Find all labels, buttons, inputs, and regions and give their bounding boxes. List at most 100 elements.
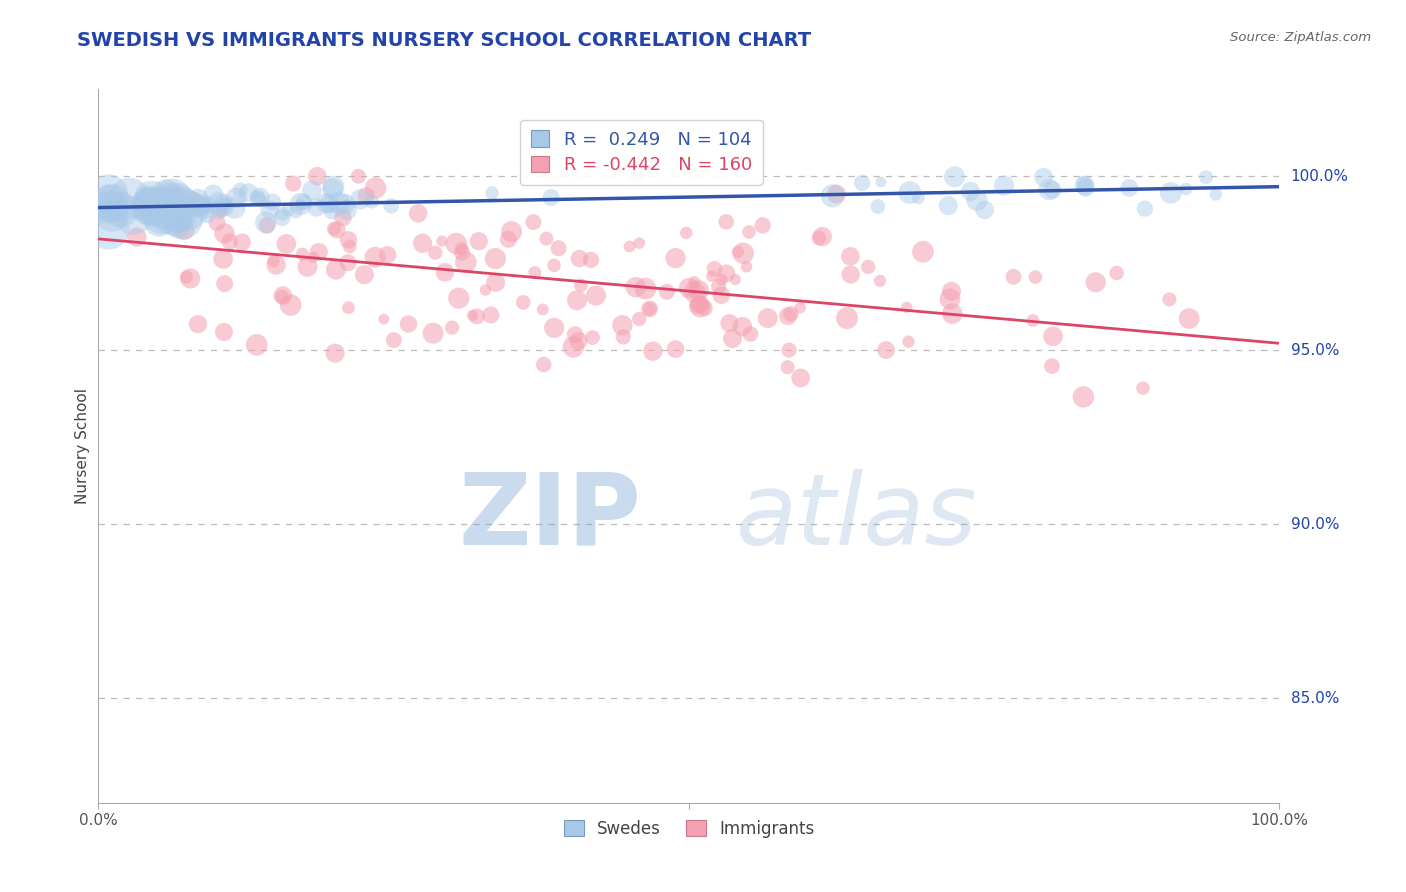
Point — [212, 196, 235, 211]
Point — [675, 226, 697, 240]
Point — [896, 301, 918, 315]
Point — [624, 280, 647, 294]
Point — [364, 181, 387, 195]
Point — [166, 195, 188, 210]
Point — [176, 270, 198, 285]
Point — [229, 183, 252, 197]
Point — [412, 236, 434, 251]
Point — [138, 194, 160, 208]
Point — [619, 239, 641, 253]
Point — [776, 360, 799, 375]
Point — [277, 203, 299, 218]
Point — [941, 285, 963, 299]
Point — [271, 206, 294, 220]
Point — [533, 358, 555, 372]
Point — [259, 202, 281, 217]
Point — [569, 278, 592, 293]
Point — [152, 202, 174, 217]
Point — [454, 255, 477, 269]
Point — [1024, 270, 1046, 285]
Point — [447, 291, 470, 305]
Point — [264, 258, 287, 272]
Point — [612, 330, 634, 344]
Point — [323, 346, 346, 360]
Point — [835, 311, 858, 326]
Point — [246, 191, 269, 205]
Point — [170, 215, 193, 229]
Point — [641, 344, 664, 359]
Point — [936, 199, 959, 213]
Point — [187, 194, 209, 208]
Point — [624, 169, 647, 184]
Point — [740, 326, 762, 341]
Point — [839, 249, 862, 263]
Point — [501, 225, 523, 239]
Point — [308, 244, 330, 259]
Point — [249, 191, 271, 205]
Point — [336, 202, 359, 217]
Text: 90.0%: 90.0% — [1291, 516, 1339, 532]
Point — [638, 301, 661, 316]
Point — [1105, 266, 1128, 280]
Point — [1042, 183, 1064, 197]
Point — [150, 194, 173, 209]
Point — [110, 202, 132, 217]
Point — [214, 196, 236, 211]
Point — [398, 317, 420, 331]
Point — [540, 190, 562, 204]
Point — [738, 225, 761, 239]
Point — [188, 199, 211, 213]
Point — [283, 177, 305, 191]
Point — [1178, 311, 1201, 326]
Point — [693, 301, 716, 315]
Point — [585, 288, 607, 302]
Point — [333, 197, 356, 211]
Point — [789, 371, 811, 385]
Point — [474, 283, 496, 297]
Point — [271, 290, 294, 304]
Point — [911, 244, 934, 259]
Point — [347, 169, 370, 184]
Point — [97, 197, 120, 211]
Point — [655, 285, 678, 299]
Point — [430, 234, 453, 248]
Point — [1084, 275, 1107, 289]
Point — [811, 229, 834, 244]
Point — [166, 210, 188, 224]
Point — [869, 274, 891, 288]
Text: 100.0%: 100.0% — [1291, 169, 1348, 184]
Point — [735, 260, 758, 274]
Point — [973, 202, 995, 217]
Point — [1175, 182, 1198, 196]
Point — [825, 187, 848, 202]
Point — [173, 222, 195, 236]
Point — [966, 194, 988, 208]
Point — [425, 245, 447, 260]
Point — [297, 260, 319, 274]
Point — [451, 245, 474, 260]
Point — [212, 252, 235, 266]
Point — [531, 302, 554, 317]
Point — [406, 206, 429, 220]
Point — [700, 269, 723, 284]
Point — [564, 327, 586, 342]
Point — [141, 199, 163, 213]
Point — [568, 252, 591, 266]
Point — [839, 268, 862, 282]
Point — [322, 179, 344, 194]
Point — [339, 239, 361, 253]
Point — [364, 250, 387, 264]
Point — [101, 201, 124, 215]
Point — [1074, 180, 1097, 194]
Point — [993, 178, 1015, 193]
Point — [207, 196, 229, 211]
Point — [689, 296, 711, 310]
Point — [686, 298, 709, 312]
Point — [703, 261, 725, 276]
Text: SWEDISH VS IMMIGRANTS NURSERY SCHOOL CORRELATION CHART: SWEDISH VS IMMIGRANTS NURSERY SCHOOL COR… — [77, 31, 811, 50]
Point — [214, 227, 236, 241]
Point — [122, 208, 145, 222]
Point — [195, 208, 218, 222]
Point — [205, 215, 228, 229]
Point — [756, 311, 779, 326]
